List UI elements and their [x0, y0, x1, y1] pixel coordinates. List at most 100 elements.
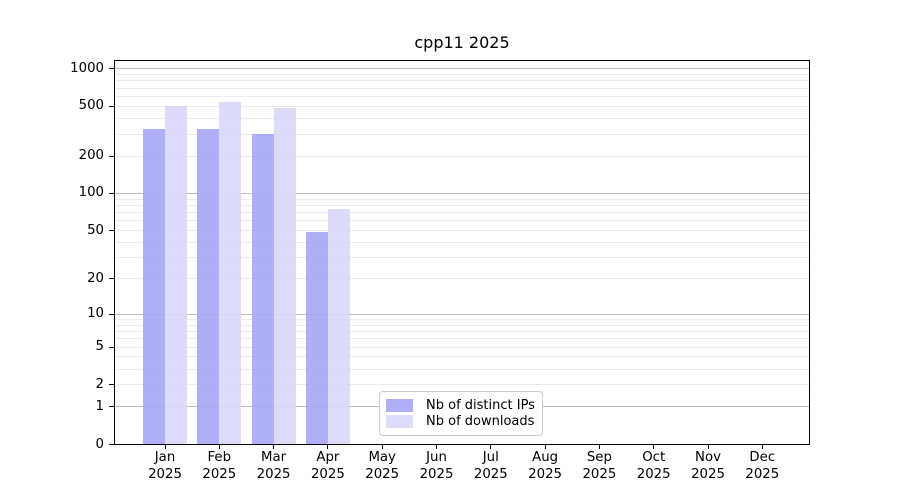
y-tick-mark [109, 406, 114, 408]
gridlines-layer [115, 61, 809, 444]
x-tick-label-nov: Nov 2025 [676, 450, 740, 483]
bar-downloads-apr [327, 209, 350, 444]
x-tick-month: Aug [532, 450, 559, 465]
bar-distinct-ips-jan [143, 129, 165, 444]
bar-downloads-mar [273, 108, 296, 444]
x-tick-month: Sep [586, 450, 612, 465]
x-tick-month: Mar [261, 450, 287, 465]
chart-title: cpp11 2025 [414, 33, 510, 52]
legend-item-downloads: Nb of downloads [386, 414, 536, 429]
x-tick-mark [164, 444, 166, 449]
y-tick-label: 0 [95, 436, 104, 452]
plot-area: Nb of distinct IPs Nb of downloads [114, 60, 810, 445]
x-tick-label-may: May 2025 [350, 450, 414, 483]
x-tick-mark [436, 444, 437, 449]
gridline-minor [115, 204, 809, 206]
y-tick-mark [109, 278, 114, 280]
gridline-minor [115, 95, 809, 97]
legend-label-downloads: Nb of downloads [426, 414, 535, 430]
gridline-major [115, 68, 809, 70]
gridline-major [115, 313, 809, 315]
y-tick-mark [109, 384, 114, 386]
bar-distinct-ips-mar [251, 134, 274, 444]
legend-swatch-downloads [386, 415, 413, 429]
x-tick-month: May [368, 450, 396, 465]
y-tick-mark [109, 444, 114, 445]
gridline-minor [115, 384, 809, 386]
legend: Nb of distinct IPs Nb of downloads [379, 391, 543, 436]
x-tick-label-sep: Sep 2025 [567, 450, 631, 483]
x-tick-year: 2025 [256, 466, 291, 482]
y-tick-mark [109, 155, 114, 157]
gridline-minor [115, 220, 809, 222]
bar-distinct-ips-apr [305, 232, 328, 444]
gridline-minor [115, 155, 809, 157]
gridline-minor [115, 318, 809, 320]
x-tick-label-feb: Feb 2025 [187, 450, 251, 483]
gridline-minor [115, 242, 809, 243]
y-tick-mark [109, 346, 114, 348]
x-tick-year: 2025 [148, 466, 182, 482]
gridline-minor [115, 356, 809, 358]
x-tick-label-jul: Jul 2025 [459, 450, 523, 483]
y-tick-label: 500 [78, 98, 104, 114]
x-tick-month: Dec [749, 450, 776, 465]
gridline-minor [115, 346, 809, 348]
x-tick-year: 2025 [528, 466, 563, 482]
gridline-minor [115, 80, 809, 82]
x-tick-month: Feb [207, 450, 232, 465]
y-tick-label: 10 [87, 306, 104, 321]
x-tick-year: 2025 [473, 466, 508, 482]
legend-item-distinct-ips: Nb of distinct IPs [386, 398, 536, 413]
gridline-minor [115, 278, 809, 280]
x-tick-mark [707, 444, 709, 449]
x-tick-year: 2025 [310, 466, 345, 482]
gridline-major [115, 192, 809, 194]
x-tick-month: Jun [426, 450, 447, 465]
y-tick-label: 20 [87, 270, 104, 286]
y-tick-label: 50 [87, 222, 104, 238]
x-tick-year: 2025 [419, 466, 454, 482]
y-tick-mark [109, 313, 114, 315]
bars-layer [115, 61, 809, 444]
x-tick-label-aug: Aug 2025 [513, 450, 577, 483]
x-tick-mark [490, 444, 492, 449]
x-tick-year: 2025 [202, 466, 237, 482]
x-tick-month: Nov [695, 450, 721, 465]
x-tick-label-apr: Apr 2025 [296, 450, 360, 483]
gridline-minor [115, 368, 809, 370]
y-tick-label: 2 [95, 376, 104, 392]
x-tick-mark [598, 444, 600, 449]
y-tick-label: 200 [78, 148, 104, 163]
x-tick-month: Oct [642, 450, 666, 465]
gridline-minor [115, 133, 809, 135]
y-tick-label: 5 [95, 339, 104, 354]
gridline-minor [115, 198, 809, 200]
x-tick-month: Jan [154, 450, 176, 465]
legend-swatch-distinct-ips [386, 398, 413, 412]
gridline-minor [115, 324, 809, 326]
x-tick-mark [327, 444, 329, 449]
y-tick-label: 100 [78, 185, 104, 201]
y-tick-label: 1000 [70, 60, 104, 76]
x-tick-label-jan: Jan 2025 [133, 450, 197, 483]
x-tick-mark [761, 444, 763, 449]
x-tick-year: 2025 [745, 466, 780, 482]
x-tick-mark [218, 444, 220, 449]
gridline-minor [115, 330, 809, 332]
y-tick-label: 1 [95, 398, 104, 414]
x-tick-mark [544, 444, 546, 449]
x-tick-year: 2025 [582, 466, 617, 482]
gridline-minor [115, 230, 809, 232]
gridline-minor [115, 105, 809, 107]
x-tick-label-dec: Dec 2025 [730, 450, 794, 483]
x-tick-year: 2025 [691, 466, 725, 482]
x-tick-label-mar: Mar 2025 [242, 450, 306, 483]
y-tick-mark [109, 230, 114, 232]
y-tick-mark [109, 105, 114, 107]
bar-downloads-feb [219, 102, 242, 444]
y-tick-mark [109, 68, 114, 70]
